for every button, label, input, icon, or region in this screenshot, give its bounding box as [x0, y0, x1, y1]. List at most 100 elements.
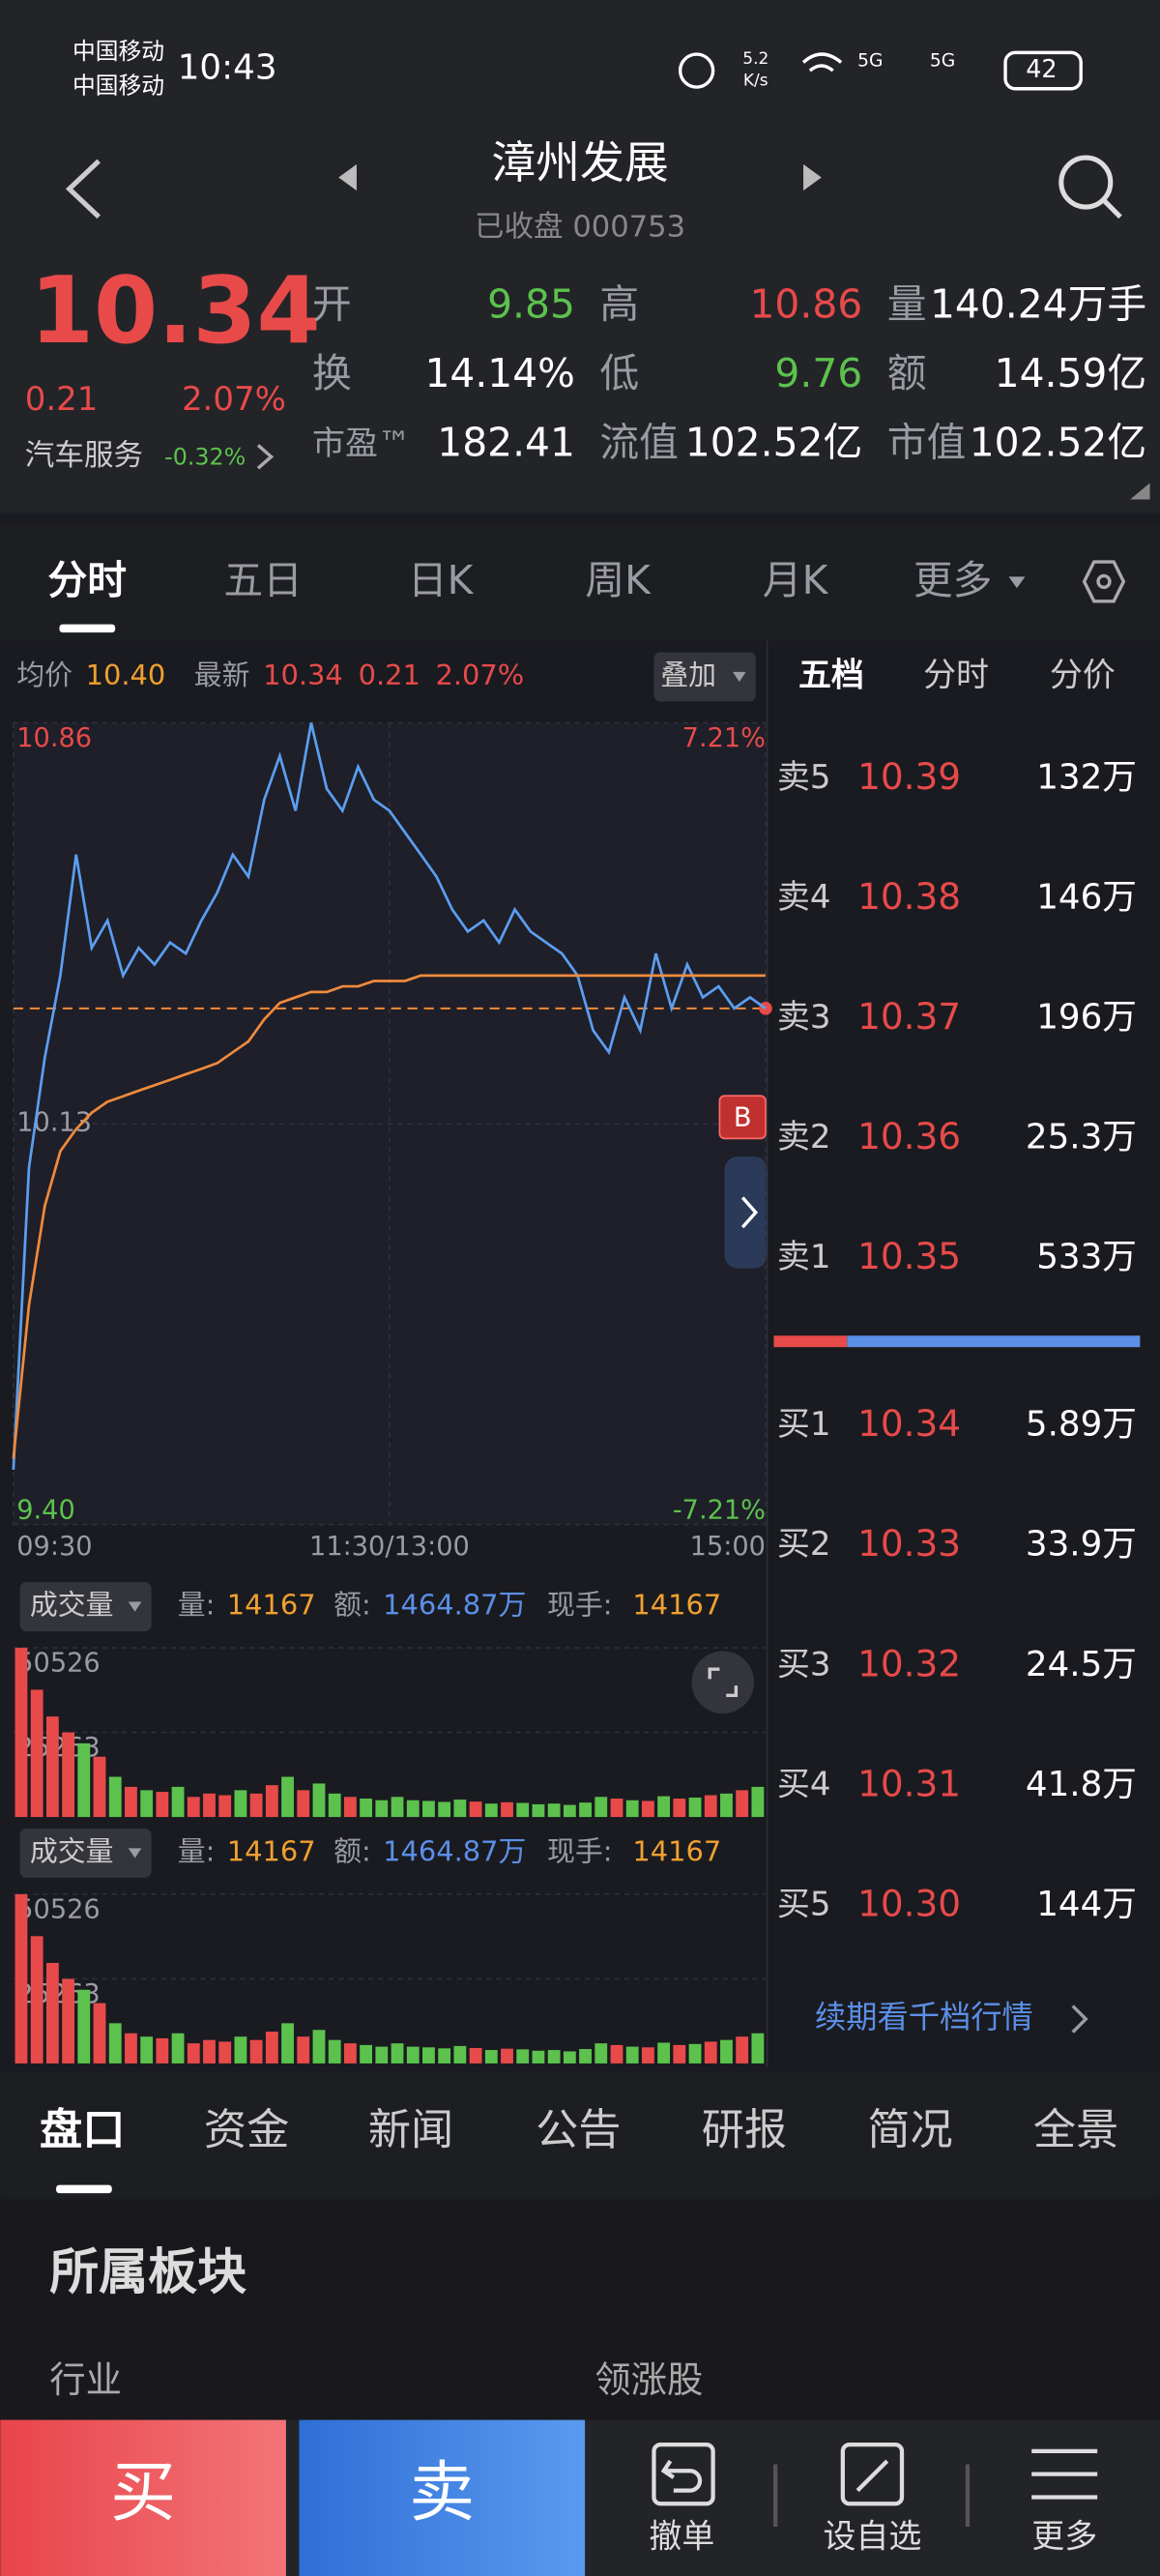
fullscreen-button[interactable] [691, 1651, 755, 1714]
bid-share [773, 1335, 848, 1348]
volume-bar [14, 1648, 28, 1818]
side-tab[interactable] [724, 1156, 768, 1269]
sell-button[interactable] [299, 2419, 586, 2576]
volume-bar [673, 1799, 686, 1818]
hand: 14167 [632, 1589, 721, 1622]
vol: 14167 [227, 1834, 316, 1867]
volume-bar [641, 1800, 654, 1818]
buy-button[interactable] [0, 2419, 286, 2576]
book-volume: 5.89万 [1026, 1405, 1137, 1445]
volume-bar [610, 1799, 624, 1818]
period-tab: 周K [585, 557, 652, 603]
carrier: 中国移动 [72, 38, 164, 65]
book-label: 卖3 [777, 998, 831, 1037]
volume-bar [108, 1776, 122, 1818]
volume-bar [422, 1800, 435, 1818]
volume-bar [297, 1790, 310, 1818]
trade-marker-label: B [734, 1103, 752, 1133]
book-price: 10.30 [857, 1882, 961, 1924]
info-tab[interactable]: 新闻 [368, 2105, 453, 2154]
volume-bar [125, 2033, 137, 2064]
section-label: 领涨股 [594, 2358, 703, 2401]
volume-bar [594, 1797, 608, 1818]
stat-value: 182.41 [437, 419, 575, 465]
x-tick-label: 09:30 [16, 1532, 92, 1562]
indicator-label: 成交量 [30, 1589, 114, 1622]
dropdown [733, 671, 746, 683]
carrier: 中国移动 [72, 73, 164, 100]
info-tab[interactable]: 研报 [702, 2105, 787, 2154]
latest-change: 0.21 [359, 659, 420, 691]
book-label: 买5 [777, 1885, 831, 1923]
price-line [12, 722, 767, 1470]
book-tab: 分价 [1050, 656, 1116, 694]
indicator-label: 成交量 [30, 1834, 114, 1867]
signal: 5G [930, 50, 955, 71]
volume-bar [125, 1786, 137, 1818]
next-stock[interactable] [803, 163, 822, 191]
book-price: 10.37 [857, 995, 961, 1038]
latest-label: 最新 [194, 659, 250, 691]
volume-bar [688, 2043, 702, 2064]
latest: 10.34 [263, 659, 343, 691]
volume-bar [140, 1790, 154, 1818]
book-label: 买3 [777, 1645, 831, 1683]
signal: 5G [857, 50, 883, 71]
stat-value: 9.85 [487, 281, 575, 328]
volume-bar [77, 1989, 91, 2064]
info-tab[interactable]: 盘口 [40, 2105, 125, 2154]
volume-bar [203, 1793, 216, 1818]
volume-bar [532, 1803, 545, 1818]
volume-bar [625, 1800, 639, 1818]
book-label: 卖5 [777, 758, 831, 797]
book-volume: 144万 [1036, 1885, 1137, 1924]
volume-bar [547, 1803, 561, 1818]
volume-bar [406, 1800, 420, 1818]
more-link[interactable]: 续期看千档行情 [815, 1999, 1033, 2035]
settings-icon[interactable] [1082, 560, 1126, 603]
change-pct: 2.07% [182, 380, 286, 419]
prev-stock[interactable] [338, 163, 357, 191]
volume-bar [14, 1893, 28, 2064]
volume-bar [249, 1793, 263, 1818]
info-tab[interactable]: 简况 [867, 2105, 952, 2154]
volume-bar [312, 1783, 326, 1818]
stat-value: 102.52亿 [685, 419, 862, 465]
info-tab[interactable]: 全景 [1033, 2105, 1118, 2154]
y2-tick-label: 7.21% [682, 723, 766, 753]
book-price: 10.33 [857, 1522, 961, 1565]
volume-bar [328, 2039, 341, 2064]
book-volume: 41.8万 [1026, 1765, 1137, 1804]
volume-bar [736, 2036, 749, 2064]
change: 0.21 [25, 380, 99, 419]
book-price: 10.34 [857, 1402, 961, 1445]
book-volume: 25.3万 [1026, 1117, 1137, 1156]
volume-bar [360, 1799, 373, 1818]
volume-bar [156, 1792, 169, 1818]
indicator-button[interactable] [19, 1582, 152, 1632]
volume-bar [187, 2043, 200, 2064]
volume-bar [218, 1795, 232, 1818]
stat-value: 140.24万手 [930, 281, 1146, 328]
book-volume: 196万 [1036, 997, 1137, 1037]
info-tab[interactable]: 资金 [204, 2105, 289, 2154]
stock-name: 漳州发展 [491, 136, 668, 189]
book-tab: 五档 [798, 656, 864, 694]
indicator-button[interactable] [19, 1828, 152, 1878]
back-button[interactable] [65, 159, 101, 220]
sector-arrow[interactable] [256, 444, 275, 470]
amount-label: 额: [334, 1589, 371, 1622]
volume-bar [547, 2050, 561, 2064]
expand-corner[interactable] [1130, 483, 1150, 500]
search-icon[interactable] [1058, 155, 1122, 220]
stat-value: 9.76 [774, 350, 862, 396]
volume-bar [516, 1802, 530, 1818]
info-tab[interactable]: 公告 [536, 2105, 621, 2154]
stat-label: 换 [312, 350, 352, 396]
sector: 汽车服务 [25, 439, 143, 473]
book-label: 买2 [777, 1525, 831, 1564]
book-price: 10.36 [857, 1115, 961, 1157]
y-tick-label: 50526 [16, 1649, 100, 1679]
volume-bar [391, 2043, 404, 2064]
overlay-button[interactable] [653, 652, 756, 702]
